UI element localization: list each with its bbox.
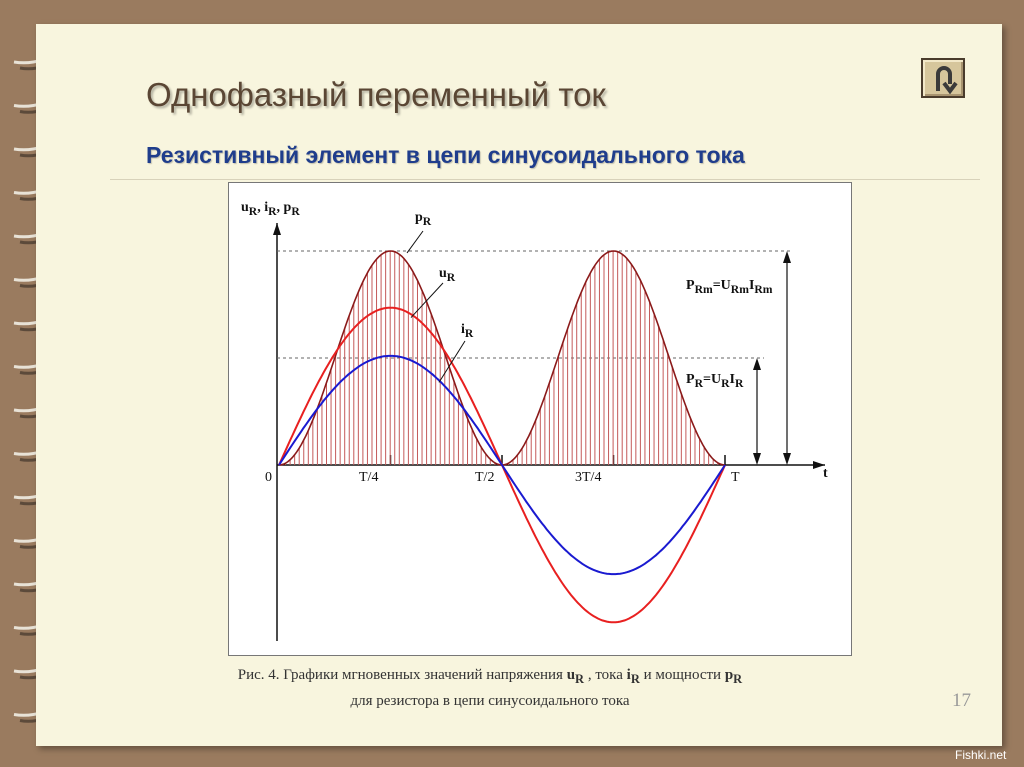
caption-line-2: для резистора в цепи синусоидального ток… <box>350 693 630 709</box>
x-axis-arrow <box>813 461 825 469</box>
tick-label-t4: T/4 <box>359 470 379 485</box>
leader-iR <box>438 340 466 383</box>
curve-label-i: iR <box>461 322 474 340</box>
peak-dimension-arrow-head-top <box>783 251 791 263</box>
average-dimension-arrow-head-bottom <box>753 453 761 465</box>
current-curve-iR <box>278 354 726 576</box>
tick-label-3t4: 3T/4 <box>575 470 602 485</box>
u-turn-back-arrow-icon <box>936 66 958 94</box>
curve-label-u: uR <box>439 266 456 284</box>
slide-title: Однофазный переменный ток <box>146 76 606 113</box>
leader-uR <box>410 282 444 318</box>
waveform-figure: uR, iR, pR t 0 T/4 T/2 3T/4 T pR uR iR P… <box>228 182 852 656</box>
page-number: 17 <box>952 690 971 711</box>
origin-label: 0 <box>265 470 272 485</box>
peak-dimension-arrow-head-bottom <box>783 453 791 465</box>
tick-label-t: T <box>731 470 740 485</box>
title-divider <box>110 179 980 180</box>
caption-line-1: Рис. 4. Графики мгновенных значений напр… <box>237 667 743 686</box>
figure-caption: Рис. 4. Графики мгновенных значений напр… <box>150 664 830 712</box>
x-axis-label: t <box>823 466 828 481</box>
watermark: Fishki.net <box>955 748 1007 762</box>
waveform-plot <box>273 223 825 641</box>
y-axis-label: uR, iR, pR <box>241 200 300 218</box>
peak-power-annotation: PRm=URmIRm <box>686 278 773 296</box>
tick-label-t2: T/2 <box>475 470 495 485</box>
slide-subtitle: Резистивный элемент в цепи синусоидально… <box>146 142 745 168</box>
return-button[interactable] <box>921 58 965 98</box>
leader-pR <box>406 230 424 254</box>
y-axis-arrow <box>273 223 281 235</box>
curve-label-p: pR <box>415 210 432 228</box>
average-dimension-arrow-head-top <box>753 358 761 370</box>
average-power-annotation: PR=URIR <box>686 372 744 390</box>
